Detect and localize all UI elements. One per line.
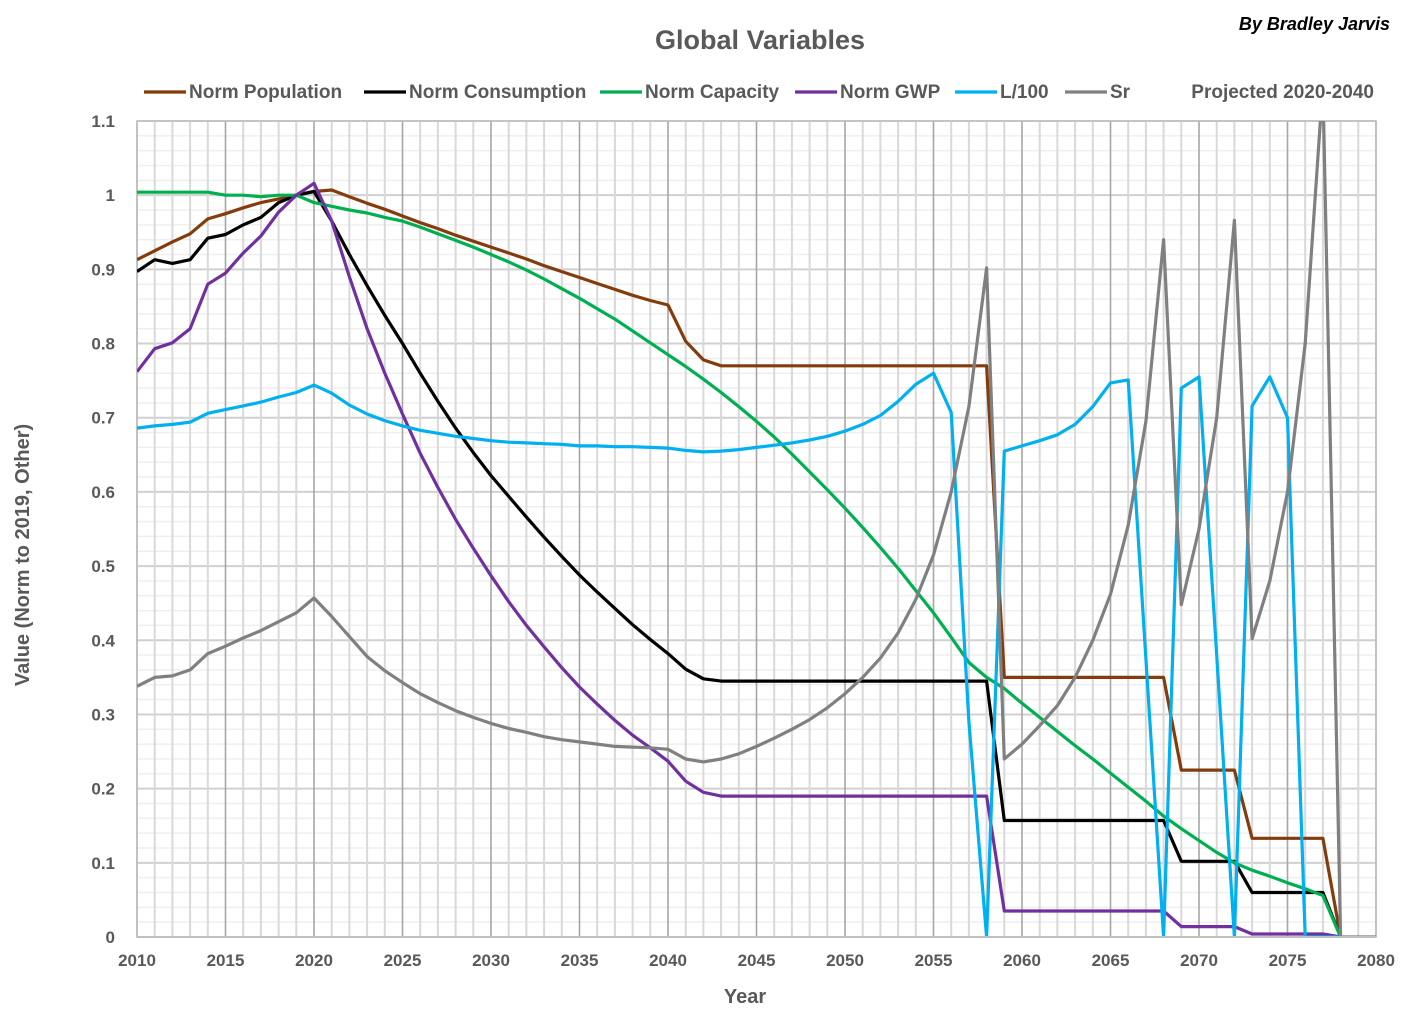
chart-title: Global Variables [655,25,865,55]
series-line-norm-population [137,188,1343,937]
series-line-sr [137,121,1376,937]
series-lines [137,121,1376,937]
x-tick-label: 2020 [295,951,333,970]
y-tick-label: 1 [106,186,115,205]
legend-label: L/100 [1000,82,1049,103]
y-tick-label: 1.1 [91,112,115,131]
y-tick-label: 0.8 [91,335,115,354]
x-tick-label: 2070 [1180,951,1218,970]
x-tick-label: 2050 [826,951,864,970]
y-tick-label: 0.9 [91,260,115,279]
y-tick-label: 0.4 [91,631,115,650]
series-line-norm-gwp [137,181,1341,937]
series-line-norm-consumption [137,189,1343,937]
y-tick-label: 0.5 [91,557,115,576]
x-tick-label: 2060 [1003,951,1041,970]
series-line-l-100 [137,371,1341,937]
x-tick-label: 2055 [915,951,953,970]
author-credit: By Bradley Jarvis [1239,14,1390,34]
y-tick-label: 0.1 [91,854,115,873]
x-tick-label: 2015 [207,951,245,970]
legend-label: Norm Consumption [409,82,586,103]
y-tick-label: 0 [106,928,115,947]
projection-note: Projected 2020-2040 [1191,82,1374,103]
legend-label: Norm Population [189,82,342,103]
x-tick-label: 2045 [738,951,776,970]
legend-label: Norm GWP [840,82,941,103]
x-axis-label: Year [724,986,766,1008]
x-tick-label: 2075 [1269,951,1307,970]
legend-label: Sr [1110,82,1131,103]
y-axis-label: Value (Norm to 2019, Other) [12,424,34,686]
grid [136,120,1377,938]
x-tick-label: 2025 [384,951,422,970]
y-tick-label: 0.6 [91,483,115,502]
axes: 0 0.1 0.2 0.3 0.4 0.5 0.6 0.7 0.8 0.9 1 1.1 2010 2015… [91,112,1395,970]
x-tick-label: 2040 [649,951,687,970]
x-tick-label: 2080 [1357,951,1395,970]
legend-label: Norm Capacity [645,82,780,103]
legend: Norm Population Norm Consumption Norm Capa… [144,82,1131,103]
y-tick-label: 0.2 [91,780,115,799]
x-tick-label: 2035 [561,951,599,970]
x-tick-label: 2030 [472,951,510,970]
y-tick-label: 0.3 [91,705,115,724]
x-tick-label: 2010 [118,951,156,970]
x-tick-label: 2065 [1092,951,1130,970]
series-line-norm-capacity [137,190,1343,937]
y-tick-label: 0.7 [91,409,115,428]
